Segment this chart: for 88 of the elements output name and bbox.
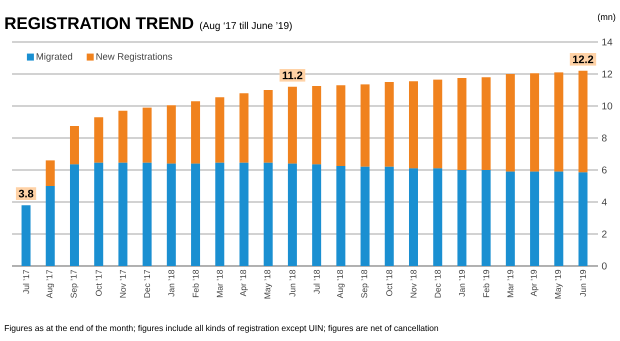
bar <box>578 70 588 172</box>
bar <box>530 172 540 266</box>
annotation: 3.8 <box>18 190 34 198</box>
bar <box>239 162 248 266</box>
bar <box>506 172 515 266</box>
x-tick-label: Nov ’18 <box>410 270 416 298</box>
x-tick-label: Oct ’17 <box>96 270 102 296</box>
bar <box>70 164 79 266</box>
y-tick-label: 4 <box>602 198 607 206</box>
bar <box>191 101 200 164</box>
x-tick-label: Dec ’17 <box>144 270 150 298</box>
bar <box>312 86 322 164</box>
x-tick-label: Sep ’17 <box>70 270 78 298</box>
bar <box>408 168 418 266</box>
y-tick-label: 14 <box>602 38 612 46</box>
x-tick-label: May ’18 <box>264 270 272 298</box>
text: Figures as at the end of the month; figures include all kinds of registration except UIN; figures are net of cancellation <box>4 324 438 333</box>
x-tick-label: Feb ’18 <box>192 270 199 298</box>
bar <box>336 85 346 166</box>
annotation: 12.2 <box>573 55 594 64</box>
bar <box>118 162 128 266</box>
x-tick-label: Aug ’18 <box>337 270 345 298</box>
x-tick-label: Aug ’17 <box>46 270 54 298</box>
bar <box>215 97 224 163</box>
bar <box>554 172 564 266</box>
bar <box>384 82 394 167</box>
bar <box>312 164 322 266</box>
y-tick-label: 8 <box>602 134 607 142</box>
annotation: 11.2 <box>282 71 302 80</box>
x-tick-label: Jul ’18 <box>314 270 320 294</box>
x-tick-label: Mar ’18 <box>216 270 223 298</box>
bar <box>433 80 442 168</box>
legend-label: Migrated <box>36 52 72 62</box>
legend-label: New Registrations <box>96 52 172 62</box>
y-tick-label: 6 <box>602 166 607 174</box>
bar <box>554 72 564 172</box>
x-tick-label: Mar ’19 <box>507 270 514 298</box>
x-tick-label: Feb ’19 <box>483 270 490 298</box>
x-tick-label: Dec ’18 <box>434 270 441 298</box>
bar <box>118 110 128 163</box>
bar <box>166 164 176 266</box>
bar <box>264 90 273 163</box>
bar <box>142 162 152 266</box>
bar <box>578 172 588 266</box>
bar <box>94 162 104 266</box>
x-tick-label: Jul ’17 <box>22 270 30 294</box>
bar <box>70 126 79 164</box>
bar <box>166 105 176 164</box>
bar <box>506 74 515 172</box>
bar <box>191 164 200 266</box>
bar <box>264 162 273 266</box>
x-tick-label: Jan ’19 <box>458 270 465 297</box>
y-tick-label: 12 <box>602 70 612 78</box>
bar <box>457 170 466 266</box>
x-tick-label: Apr ’19 <box>530 270 538 296</box>
bar <box>336 166 346 266</box>
y-tick-label: 10 <box>602 102 612 110</box>
bar <box>215 162 224 266</box>
y-tick-label: 0 <box>602 262 607 270</box>
x-tick-label: Jan ’18 <box>168 270 174 297</box>
bar <box>94 117 104 163</box>
bar <box>360 166 370 266</box>
y-axis-title: (mn) <box>598 14 616 22</box>
bar <box>384 166 394 266</box>
bar <box>288 86 297 164</box>
bar <box>46 160 55 186</box>
bar <box>22 205 31 266</box>
x-tick-label: Oct ’18 <box>386 270 392 296</box>
bar <box>408 81 418 168</box>
x-tick-label: Nov ’17 <box>120 270 126 298</box>
y-tick-label: 2 <box>602 230 607 238</box>
x-tick-label: May ’19 <box>554 270 563 298</box>
bar <box>433 168 442 266</box>
bar <box>482 170 491 266</box>
bar <box>142 108 152 163</box>
bar <box>482 77 491 170</box>
bar <box>46 186 55 266</box>
bar <box>360 84 370 167</box>
bar <box>457 78 466 170</box>
chart-subtitle: (Aug ‘17 till June ’19) <box>200 22 292 32</box>
x-tick-label: Jun ’19 <box>580 270 586 297</box>
x-tick-label: Jun ’18 <box>289 270 296 297</box>
bar <box>239 93 248 163</box>
x-tick-label: Sep ’18 <box>361 270 369 298</box>
chart-title: REGISTRATION TREND <box>5 17 194 30</box>
bar <box>288 164 297 266</box>
bar <box>530 73 540 172</box>
x-tick-label: Apr ’18 <box>240 270 248 296</box>
